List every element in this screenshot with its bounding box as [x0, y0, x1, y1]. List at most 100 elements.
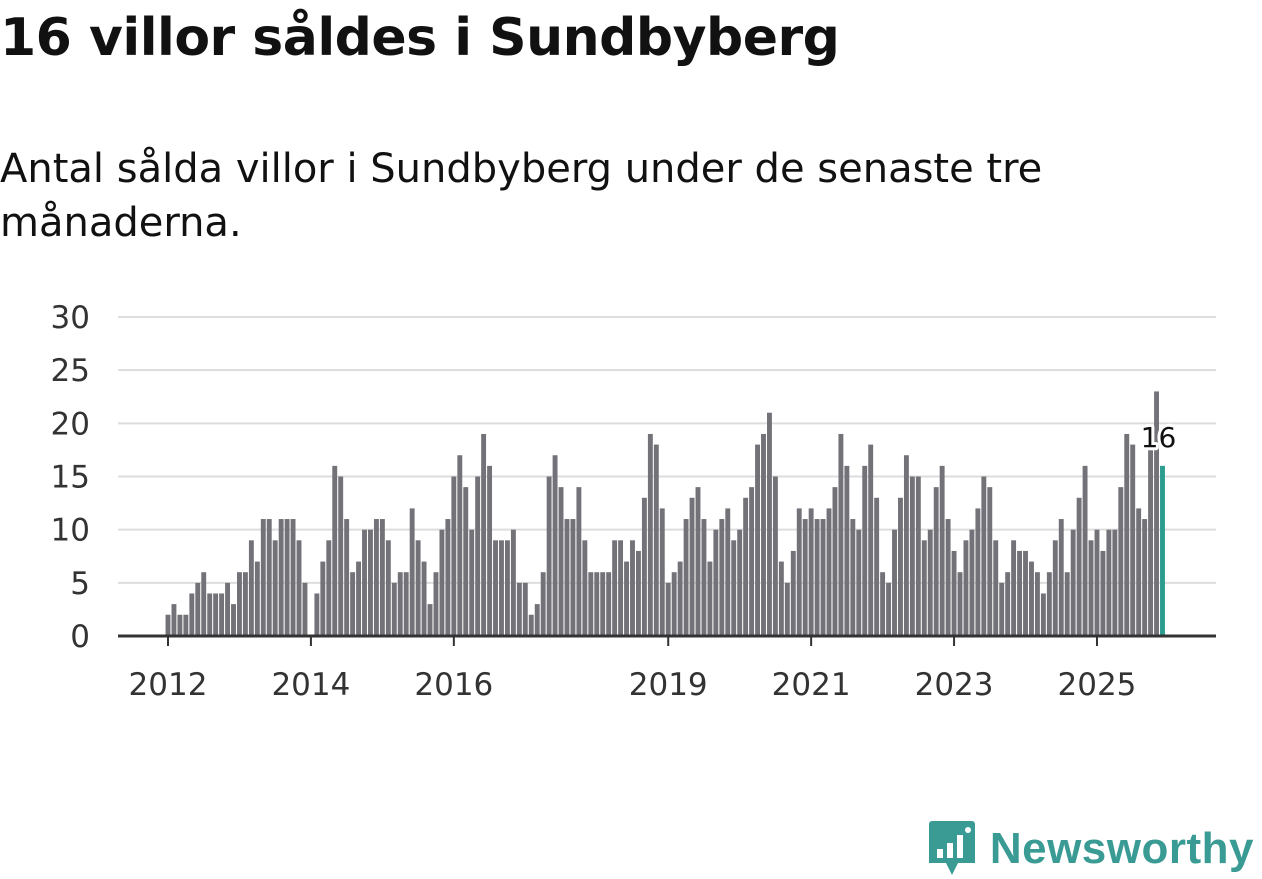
- bar-highlight: [1160, 465, 1165, 636]
- bar: [528, 614, 534, 636]
- bar: [1052, 540, 1058, 636]
- x-tick-label: 2023: [915, 667, 994, 703]
- bar: [356, 561, 362, 636]
- bar: [504, 540, 510, 636]
- bar: [189, 593, 195, 636]
- bar: [808, 508, 814, 636]
- bar: [516, 582, 522, 636]
- bar: [385, 540, 391, 636]
- chart-subtitle: Antal sålda villor i Sundbyberg under de…: [0, 146, 1043, 246]
- bar: [814, 519, 820, 636]
- bar: [874, 497, 880, 636]
- bar: [772, 476, 778, 636]
- bar: [1046, 572, 1052, 636]
- bar: [326, 540, 332, 636]
- bar: [1148, 444, 1154, 636]
- bar: [445, 519, 451, 636]
- bar: [850, 519, 856, 636]
- bar: [195, 582, 201, 636]
- bar: [778, 561, 784, 636]
- bar: [266, 519, 272, 636]
- bar: [725, 508, 731, 636]
- bar: [499, 540, 504, 636]
- bar: [671, 572, 677, 636]
- bar: [552, 455, 558, 636]
- bar: [403, 572, 409, 636]
- bar: [999, 582, 1005, 636]
- bar: [576, 487, 582, 636]
- highlight-value-label: 16: [1141, 421, 1177, 454]
- bar: [248, 540, 254, 636]
- bar: [1029, 561, 1034, 636]
- bar: [737, 529, 743, 636]
- bar: [641, 497, 647, 636]
- bar: [475, 476, 481, 636]
- bar: [1100, 550, 1106, 636]
- bar: [665, 582, 671, 636]
- bar: [939, 465, 945, 636]
- bar: [790, 550, 796, 636]
- bar: [213, 593, 219, 636]
- bar: [1094, 529, 1100, 636]
- bar: [1112, 529, 1118, 636]
- bar: [683, 519, 689, 636]
- bar: [1124, 433, 1130, 636]
- bar: [320, 561, 326, 636]
- bar: [481, 433, 487, 636]
- bar: [927, 529, 933, 636]
- bar: [362, 529, 367, 636]
- bar: [201, 572, 207, 636]
- bar: [844, 465, 850, 636]
- bar: [909, 476, 915, 636]
- bar: [177, 614, 183, 636]
- bar: [463, 487, 469, 636]
- bar: [433, 572, 439, 636]
- bar: [689, 497, 695, 636]
- bar: [969, 529, 975, 636]
- x-tick-label: 2019: [629, 667, 708, 703]
- bar: [993, 540, 999, 636]
- bar: [719, 519, 725, 636]
- bar: [701, 519, 707, 636]
- bar: [1076, 497, 1082, 636]
- bar: [695, 487, 701, 636]
- bar: [278, 519, 284, 636]
- bar: [534, 604, 540, 636]
- bar: [677, 561, 683, 636]
- bar: [1130, 444, 1136, 636]
- bar: [1082, 465, 1088, 636]
- bar: [588, 572, 594, 636]
- bar: [570, 519, 576, 636]
- bar: [332, 465, 338, 636]
- bar: [743, 497, 749, 636]
- bar: [957, 572, 963, 636]
- bar: [421, 561, 427, 636]
- bar: [1070, 529, 1076, 636]
- bar: [379, 519, 385, 636]
- bar: [618, 540, 624, 636]
- bar: [260, 519, 266, 636]
- bar: [391, 582, 397, 636]
- bar: [796, 508, 802, 636]
- bar: [373, 519, 379, 636]
- bar: [558, 487, 564, 636]
- bar: [1118, 487, 1124, 636]
- bar: [540, 572, 546, 636]
- bar: [981, 476, 987, 636]
- bar: [826, 508, 832, 636]
- bar: [659, 508, 665, 636]
- y-tick-label: 20: [51, 406, 90, 442]
- bar: [451, 476, 457, 636]
- bar: [493, 540, 498, 636]
- bar: [314, 593, 320, 636]
- y-tick-label: 30: [51, 300, 90, 336]
- bar: [522, 582, 528, 636]
- bar: [397, 572, 403, 636]
- bar: [856, 529, 862, 636]
- bar: [546, 476, 552, 636]
- bar: [594, 572, 600, 636]
- bar: [820, 519, 826, 636]
- bar: [898, 497, 903, 636]
- bar: [838, 433, 844, 636]
- brand-name: Newsworthy: [989, 824, 1254, 873]
